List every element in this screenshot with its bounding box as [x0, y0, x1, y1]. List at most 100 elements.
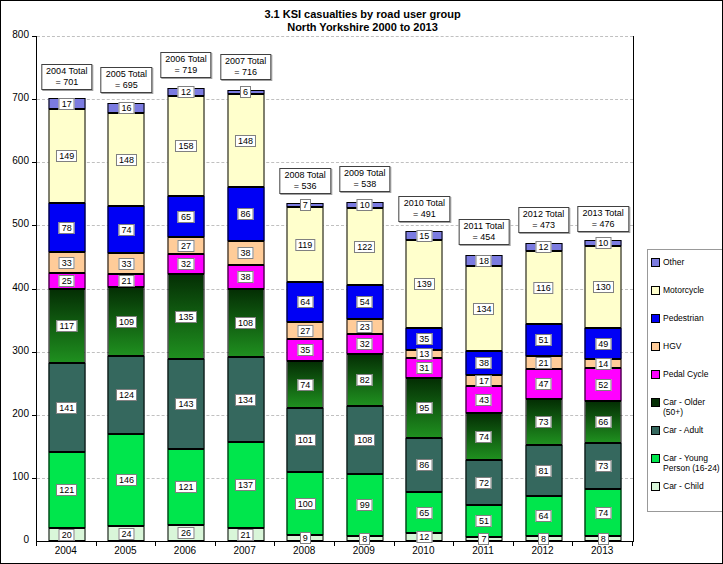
bar-segment: 86 — [406, 438, 443, 492]
chart-subtitle: North Yorkshire 2000 to 2013 — [1, 21, 723, 34]
bar-segment: 9 — [287, 535, 324, 541]
segment-label: 108 — [235, 317, 256, 329]
bar-segment: 24 — [108, 526, 145, 541]
segment-label: 122 — [354, 241, 375, 253]
segment-label: 49 — [595, 338, 611, 350]
y-axis-label: 800 — [12, 30, 29, 40]
segment-label: 74 — [118, 224, 134, 236]
bar-segment: 52 — [585, 368, 622, 401]
segment-label: 158 — [175, 140, 196, 152]
segment-label: 8 — [598, 533, 609, 545]
bar-segment: 137 — [227, 442, 264, 528]
total-label: 2009 Total= 538 — [339, 166, 390, 192]
segment-label: 101 — [295, 434, 316, 446]
y-axis-label: 200 — [12, 409, 29, 419]
bar-segment: 86 — [227, 187, 264, 241]
segment-label: 18 — [476, 255, 492, 267]
total-label: 2010 Total= 491 — [399, 196, 450, 222]
bar-slot-2005: 24146124109213374148162005 Total= 695 — [97, 36, 157, 541]
segment-label: 54 — [357, 296, 373, 308]
y-axis-label: 400 — [12, 283, 29, 293]
segment-label: 66 — [595, 416, 611, 428]
segment-label: 117 — [57, 320, 77, 332]
bar-segment: 17 — [48, 98, 85, 109]
x-axis-label: 2011 — [453, 545, 513, 556]
chart-frame: 3.1 KSI casualties by road user group No… — [0, 0, 723, 564]
bar-segment: 23 — [346, 319, 383, 334]
legend-item: Car - Child — [651, 481, 720, 509]
segment-label: 7 — [300, 199, 311, 211]
bar-group-2009: 8991088232235412210 — [346, 202, 383, 541]
x-axis-label: 2006 — [155, 545, 215, 556]
segment-label: 86 — [238, 208, 254, 220]
bar-segment: 32 — [346, 334, 383, 354]
x-axis-label: 2009 — [334, 545, 394, 556]
segment-label: 25 — [59, 275, 75, 287]
bar-segment: 108 — [346, 406, 383, 474]
bar-slot-2008: 91001017435276411972008 Total= 536 — [275, 36, 335, 541]
x-axis-label: 2012 — [513, 545, 573, 556]
x-axis-label: 2007 — [215, 545, 275, 556]
segment-label: 72 — [476, 477, 492, 489]
legend-swatch — [651, 370, 660, 379]
segment-label: 14 — [595, 358, 611, 370]
segment-label: 74 — [476, 431, 492, 443]
bar-slot-2006: 26121143135322765158122006 Total= 719 — [156, 36, 216, 541]
segment-label: 38 — [476, 357, 492, 369]
legend-label: Car - Adult — [663, 425, 703, 435]
total-label: 2006 Total= 719 — [160, 52, 211, 78]
bar-segment: 43 — [465, 386, 502, 413]
total-label: 2012 Total= 473 — [518, 207, 569, 233]
bar-slot-2011: 7517274431738134182011 Total= 454 — [454, 36, 514, 541]
segment-label: 32 — [178, 258, 194, 270]
segment-label: 13 — [416, 348, 432, 360]
bar-segment: 149 — [48, 109, 85, 203]
segment-label: 139 — [414, 278, 435, 290]
legend-swatch — [651, 426, 660, 435]
bar-segment: 8 — [525, 536, 562, 541]
bar-segment: 73 — [525, 399, 562, 445]
segment-label: 73 — [595, 460, 611, 472]
bar-segment: 10 — [585, 240, 622, 246]
legend-swatch — [651, 398, 660, 407]
legend-label: Pedestrian — [663, 313, 704, 323]
segment-label: 73 — [536, 416, 552, 428]
segment-label: 21 — [536, 357, 552, 369]
segment-label: 12 — [416, 531, 432, 543]
total-label: 2007 Total= 716 — [220, 54, 271, 80]
bar-segment: 108 — [227, 289, 264, 357]
bar-segment: 65 — [167, 196, 204, 237]
bar-segment: 134 — [465, 266, 502, 351]
total-label: 2011 Total= 454 — [459, 219, 510, 245]
bar-segment: 13 — [406, 350, 443, 358]
bar-segment: 18 — [465, 255, 502, 266]
total-label: 2008 Total= 536 — [279, 168, 330, 194]
bar-segment: 135 — [167, 274, 204, 359]
segment-label: 141 — [56, 402, 77, 414]
segment-label: 119 — [295, 239, 315, 251]
y-axis-label: 0 — [23, 535, 29, 545]
segment-label: 10 — [357, 199, 373, 211]
bar-segment: 7 — [287, 203, 324, 207]
segment-label: 148 — [235, 135, 256, 147]
bar-segment: 12 — [525, 243, 562, 251]
bar-segment: 122 — [346, 208, 383, 285]
segment-label: 31 — [416, 362, 432, 374]
bar-group-2012: 864817347215111612 — [525, 243, 562, 541]
legend-label: Car - Young Person (16-24) — [663, 453, 720, 473]
y-axis-label: 600 — [12, 156, 29, 166]
legend-item: Other — [651, 257, 720, 285]
bar-segment: 32 — [167, 254, 204, 274]
total-label: 2005 Total= 695 — [101, 67, 152, 93]
legend-label: Car - Older (50+) — [663, 397, 720, 417]
bar-segment: 12 — [406, 533, 443, 541]
legend-swatch — [651, 286, 660, 295]
bar-segment: 78 — [48, 203, 85, 252]
bar-segment: 20 — [48, 528, 85, 541]
bar-segment: 72 — [465, 460, 502, 505]
bar-group-2007: 211371341083838861486 — [227, 90, 264, 541]
segment-label: 64 — [297, 296, 313, 308]
segment-label: 27 — [297, 325, 313, 337]
segment-label: 24 — [118, 528, 134, 540]
legend: OtherMotorcyclePedestrianHGVPedal CycleC… — [647, 249, 723, 512]
